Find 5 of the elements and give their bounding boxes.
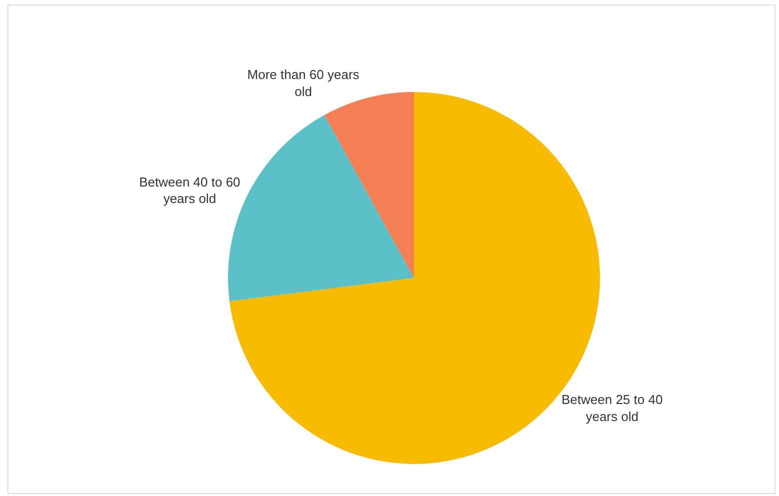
slice-label: Between 25 to 40 years old xyxy=(561,392,663,424)
slice-label: More than 60 years old xyxy=(247,66,360,99)
pie-slice xyxy=(228,115,414,302)
pie-slice xyxy=(324,92,414,278)
slice-label: Between 40 to 60 years old xyxy=(139,174,240,206)
